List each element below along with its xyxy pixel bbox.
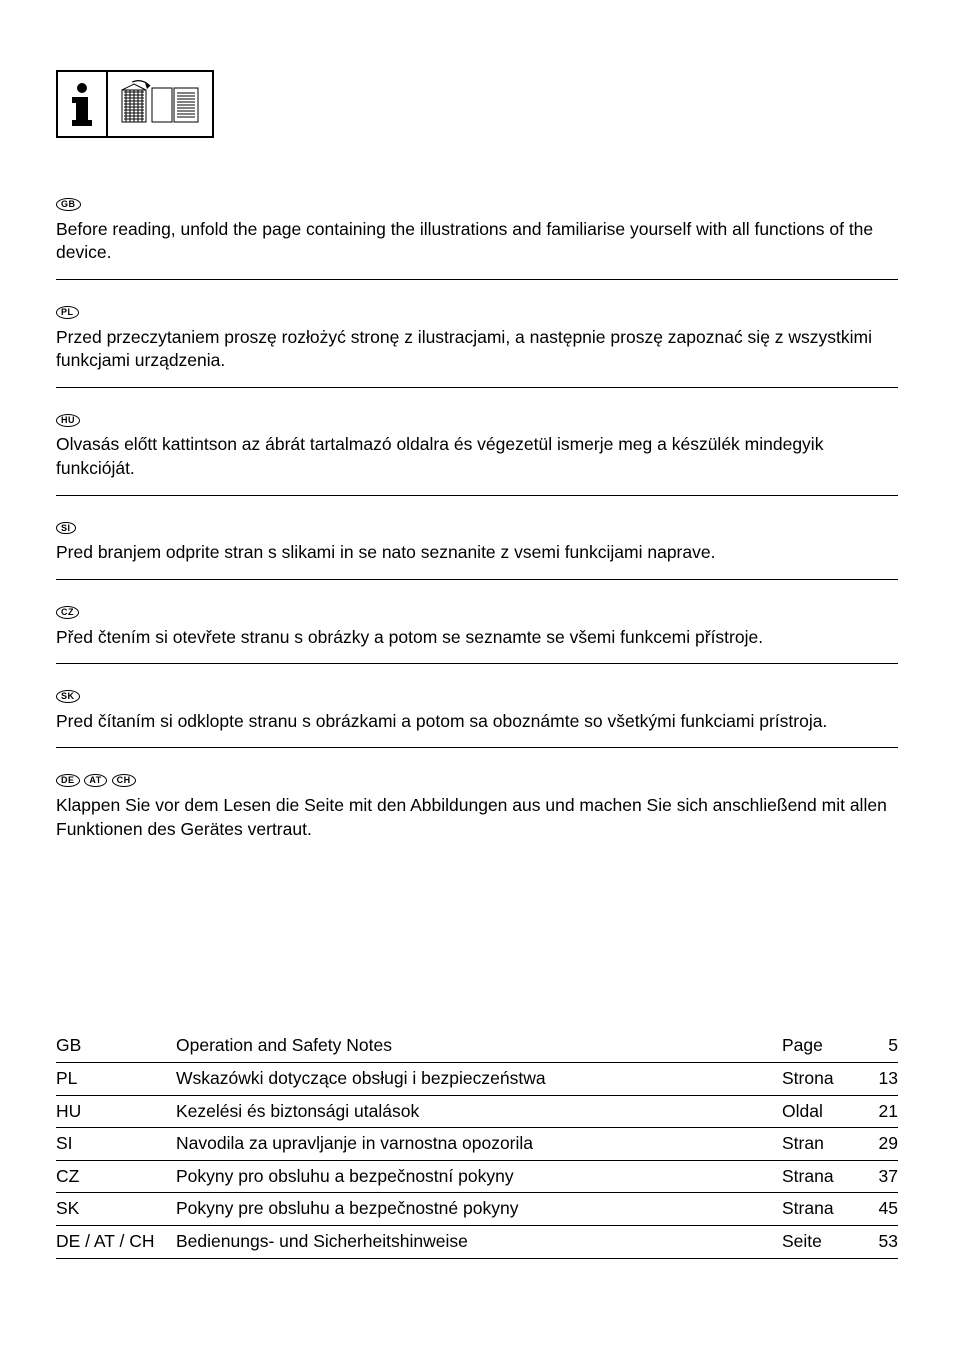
lang-section-de-at-ch: DE AT CH Klappen Sie vor dem Lesen die S… — [56, 766, 898, 855]
country-badge-si: SI — [56, 522, 76, 535]
lang-text-deatch: Klappen Sie vor dem Lesen die Seite mit … — [56, 794, 898, 841]
country-badge-de: DE — [56, 774, 80, 787]
toc-label: Seite — [782, 1226, 862, 1259]
toc-title: Pokyny pre obsluhu a bezpečnostné pokyny — [176, 1193, 782, 1226]
lang-text-pl: Przed przeczytaniem proszę rozłożyć stro… — [56, 326, 898, 373]
lang-section-si: SI Pred branjem odprite stran s slikami … — [56, 514, 898, 580]
toc-code: CZ — [56, 1160, 176, 1193]
toc-code: GB — [56, 1030, 176, 1062]
lang-section-hu: HU Olvasás előtt kattintson az ábrát tar… — [56, 406, 898, 496]
country-badge-pl: PL — [56, 306, 79, 319]
toc-row: GB Operation and Safety Notes Page 5 — [56, 1030, 898, 1062]
toc-label: Strona — [782, 1062, 862, 1095]
country-badge-hu: HU — [56, 414, 80, 427]
toc-page: 37 — [862, 1160, 898, 1193]
toc-row: HU Kezelési és biztonsági utalások Oldal… — [56, 1095, 898, 1128]
toc-page: 29 — [862, 1128, 898, 1161]
unfold-booklet-icon — [108, 72, 212, 136]
lang-section-sk: SK Pred čítaním si odklopte stranu s obr… — [56, 682, 898, 748]
toc-title: Wskazówki dotyczące obsługi i bezpieczeń… — [176, 1062, 782, 1095]
toc-page: 13 — [862, 1062, 898, 1095]
info-icon — [58, 72, 108, 136]
lang-text-gb: Before reading, unfold the page containi… — [56, 218, 898, 265]
country-badge-cz: CZ — [56, 606, 79, 619]
toc-title: Navodila za upravljanje in varnostna opo… — [176, 1128, 782, 1161]
lang-text-cz: Před čtením si otevřete stranu s obrázky… — [56, 626, 898, 650]
toc-title: Pokyny pro obsluhu a bezpečnostní pokyny — [176, 1160, 782, 1193]
toc-page: 53 — [862, 1226, 898, 1259]
toc-label: Strana — [782, 1193, 862, 1226]
toc-title: Kezelési és biztonsági utalások — [176, 1095, 782, 1128]
lang-section-cz: CZ Před čtením si otevřete stranu s obrá… — [56, 598, 898, 664]
toc-code: SK — [56, 1193, 176, 1226]
toc-label: Strana — [782, 1160, 862, 1193]
toc-label: Page — [782, 1030, 862, 1062]
toc-label: Stran — [782, 1128, 862, 1161]
country-badge-at: AT — [84, 774, 106, 787]
toc-row: SK Pokyny pre obsluhu a bezpečnostné pok… — [56, 1193, 898, 1226]
lang-section-pl: PL Przed przeczytaniem proszę rozłożyć s… — [56, 298, 898, 388]
toc-page: 5 — [862, 1030, 898, 1062]
lang-text-sk: Pred čítaním si odklopte stranu s obrázk… — [56, 710, 898, 734]
toc-row: DE / AT / CH Bedienungs- und Sicherheits… — [56, 1226, 898, 1259]
toc-row: CZ Pokyny pro obsluhu a bezpečnostní pok… — [56, 1160, 898, 1193]
toc-table: GB Operation and Safety Notes Page 5 PL … — [56, 1030, 898, 1258]
toc-row: PL Wskazówki dotyczące obsługi i bezpiec… — [56, 1062, 898, 1095]
lang-text-hu: Olvasás előtt kattintson az ábrát tartal… — [56, 433, 898, 480]
toc-page: 45 — [862, 1193, 898, 1226]
toc-code: DE / AT / CH — [56, 1226, 176, 1259]
lang-text-si: Pred branjem odprite stran s slikami in … — [56, 541, 898, 565]
country-badge-ch: CH — [112, 774, 136, 787]
country-badge-gb: GB — [56, 198, 81, 211]
toc-title: Bedienungs- und Sicherheitshinweise — [176, 1226, 782, 1259]
toc-code: HU — [56, 1095, 176, 1128]
toc-page: 21 — [862, 1095, 898, 1128]
toc-title: Operation and Safety Notes — [176, 1030, 782, 1062]
toc-code: PL — [56, 1062, 176, 1095]
icon-box — [56, 70, 214, 138]
toc-row: SI Navodila za upravljanje in varnostna … — [56, 1128, 898, 1161]
lang-section-gb: GB Before reading, unfold the page conta… — [56, 190, 898, 280]
country-badge-sk: SK — [56, 690, 80, 703]
toc-label: Oldal — [782, 1095, 862, 1128]
toc-code: SI — [56, 1128, 176, 1161]
